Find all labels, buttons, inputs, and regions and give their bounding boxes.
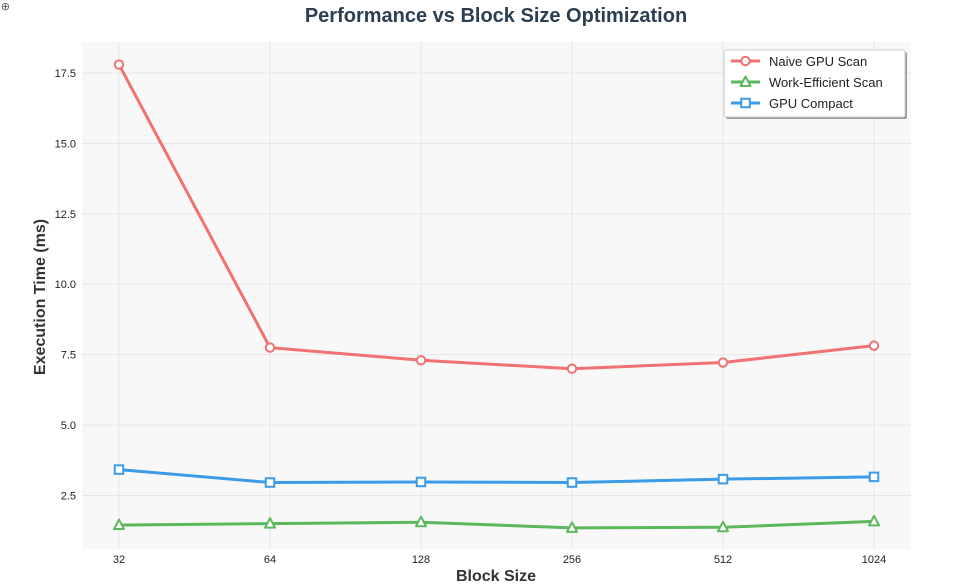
series-0 [113,59,880,374]
data-point [415,355,427,366]
series-line [117,519,876,530]
legend-label: Naive GPU Scan [769,54,867,69]
y-tick-label: 17.5 [55,68,76,80]
grid-layer [82,42,911,549]
y-tick-label: 5.0 [61,420,76,432]
y-tick-label: 2.5 [61,490,76,502]
y-tick-label: 10.0 [55,279,76,291]
legend-label: Work-Efficient Scan [769,75,883,90]
legend-swatch-marker [739,75,752,87]
data-point [415,476,427,488]
plot-area [82,42,911,549]
series-1 [113,514,880,533]
legend-label: GPU Compact [769,96,853,111]
x-tick-label: 32 [113,554,125,566]
data-point [113,59,125,70]
data-point [868,514,880,527]
legend-entry: Naive GPU Scan [731,54,867,69]
x-tick-label: 1024 [862,554,886,566]
corner-glyph: ⊕ [0,2,12,11]
series-layer [113,59,880,533]
legend-swatch-marker [740,97,751,109]
data-point [868,471,880,483]
x-tick-label: 128 [412,554,430,566]
legend-swatch-marker [740,55,751,67]
x-tick-label: 256 [563,554,581,566]
y-tick-label: 15.0 [55,138,76,150]
data-point [415,515,427,528]
chart-title: Performance vs Block Size Optimization [305,5,687,27]
series-2 [113,464,880,488]
series-line [117,63,876,371]
x-axis-label: Block Size [456,568,536,585]
data-point [717,520,729,533]
data-point [264,517,276,529]
data-point [113,464,125,475]
x-axis-ticks: 32 64 128 256 512 1024 [113,554,886,566]
x-tick-label: 64 [264,554,276,566]
data-point [113,518,125,531]
data-point [566,521,578,533]
data-point [264,477,276,488]
y-axis-label: Execution Time (ms) [32,219,49,375]
y-tick-label: 7.5 [61,350,76,362]
y-tick-label: 12.5 [55,209,76,221]
data-point [868,340,880,351]
data-point [717,473,729,485]
data-point [566,477,578,488]
series-line [117,468,876,485]
legend-entry: GPU Compact [731,96,853,111]
legend-box [723,49,906,118]
data-point [264,342,276,353]
legend: Naive GPU Scan Work-Efficient Scan GPU Com… [723,49,907,119]
data-point [717,357,729,368]
y-axis-ticks: 2.5 5.0 7.5 10.0 12.5 15.0 17.5 [55,68,76,503]
data-point [566,363,578,374]
x-tick-label: 512 [714,554,732,566]
legend-entry: Work-Efficient Scan [731,75,883,90]
